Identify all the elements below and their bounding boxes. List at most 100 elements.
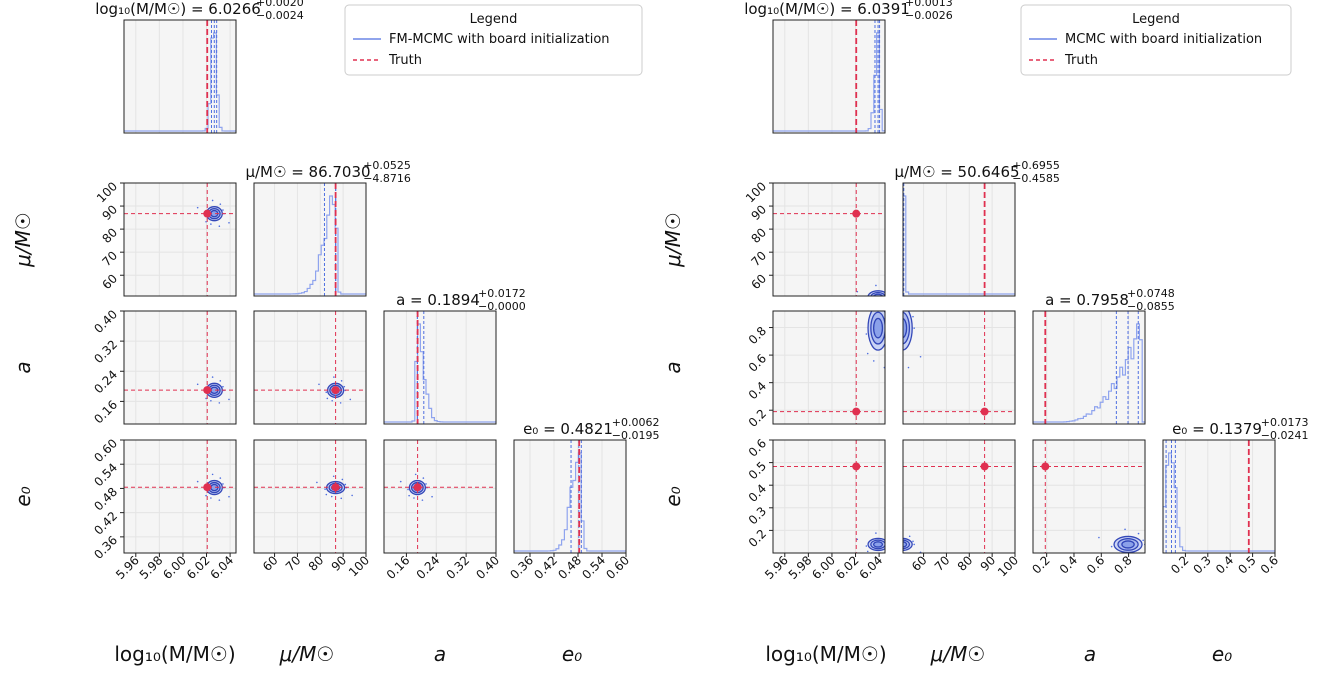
axes-background <box>903 311 1015 424</box>
truth-marker <box>331 386 340 395</box>
subplot-e0-vs-a: 0.16 0.24 0.32 0.40 <box>383 439 502 582</box>
sample-point <box>891 551 893 553</box>
x-axis-label-mu: μ/M☉ <box>279 642 335 666</box>
x-tick-label: 0.4 <box>1057 553 1080 576</box>
sample-point <box>889 296 891 298</box>
y-tick-label: 0.4 <box>746 379 769 402</box>
density-contour <box>903 541 908 548</box>
sample-point <box>891 353 893 355</box>
legend-label: Truth <box>1064 53 1098 68</box>
x-tick-label: 0.16 <box>384 553 413 582</box>
sample-point <box>431 495 433 498</box>
sample-point <box>856 290 859 293</box>
truth-marker <box>852 209 861 218</box>
axes-frame <box>513 439 627 554</box>
y-tick-label: 0.32 <box>91 337 120 366</box>
title-plus: +0.6955 <box>1012 159 1060 172</box>
histogram-log10_M <box>773 32 885 132</box>
sample-point <box>908 535 911 538</box>
axes-background <box>1033 440 1145 553</box>
x-tick-label: 5.98 <box>786 553 815 582</box>
x-axis-label-a: a <box>1084 642 1096 666</box>
axes-background <box>124 183 236 296</box>
sample-point <box>228 495 230 498</box>
sample-point <box>324 488 326 490</box>
x-tick-label: 5.96 <box>113 553 142 582</box>
sample-point <box>196 480 199 483</box>
x-tick-label: 100 <box>346 553 372 579</box>
sample-point <box>866 550 869 553</box>
y-tick-label: 90 <box>748 202 769 223</box>
legend-label: MCMC with board initialization <box>1065 32 1262 47</box>
sample-point <box>888 316 890 318</box>
truth-marker <box>980 407 989 416</box>
x-tick-label: 80 <box>955 553 976 574</box>
sample-point <box>211 199 214 202</box>
sample-point <box>899 286 901 288</box>
title-plus: +0.0173 <box>1261 416 1309 429</box>
sample-point <box>340 380 343 382</box>
sample-point <box>875 532 877 534</box>
sample-point <box>912 315 914 318</box>
sample-point <box>228 221 230 224</box>
y-tick-label: 0.36 <box>91 533 120 562</box>
sample-point <box>873 305 875 307</box>
axes-frame <box>902 310 1016 425</box>
title-value: a = 0.7958 <box>1045 291 1129 309</box>
x-tick-label: 60 <box>260 553 281 574</box>
x-tick-label: 0.2 <box>1168 553 1191 576</box>
sample-point <box>332 475 335 478</box>
x-tick-label: 6.00 <box>160 553 189 582</box>
legend: Legend MCMC with board initialization Trut… <box>1020 4 1292 76</box>
sample-point <box>205 220 207 223</box>
title-minus: −0.4585 <box>1012 172 1060 185</box>
y-tick-label: 0.2 <box>746 406 769 429</box>
legend-box <box>1020 4 1292 76</box>
density-contour <box>903 317 908 339</box>
x-axis-label-e0: e₀ <box>562 642 582 666</box>
axes-frame <box>123 439 237 554</box>
x-axis-label-log10_M: log₁₀(M/M☉) <box>765 642 886 666</box>
axes-background <box>124 311 236 424</box>
y-axis-label-a: a <box>11 361 35 373</box>
axes-background <box>254 183 366 296</box>
subplot-a-vs-mu <box>253 310 367 425</box>
title-plus: +0.0172 <box>478 287 526 300</box>
axes-background <box>384 440 496 553</box>
sample-point <box>856 538 859 541</box>
truth-marker <box>203 386 212 395</box>
sample-point <box>889 327 891 329</box>
sample-point <box>425 483 427 485</box>
truth-marker <box>1041 462 1050 471</box>
density-contour <box>872 317 884 339</box>
x-tick-label: 0.8 <box>1111 553 1134 576</box>
title-minus: −4.8716 <box>363 172 411 185</box>
legend-title: Legend <box>470 12 518 27</box>
sample-point <box>1153 554 1155 556</box>
sample-point <box>218 225 221 228</box>
y-tick-label: 0.54 <box>91 460 120 489</box>
subplot-e0-vs-log10_M: 5.965.986.006.026.04 0.360.420.480.540.60 <box>91 436 237 582</box>
x-tick-label: 70 <box>283 553 304 574</box>
subplot-mu-vs-mu <box>902 182 1016 297</box>
sample-point <box>867 303 869 305</box>
histogram-e0 <box>514 452 626 552</box>
title-value: a = 0.1894 <box>396 291 480 309</box>
sample-point <box>1098 536 1100 539</box>
subplot-a-vs-a <box>1032 310 1146 425</box>
x-tick-label: 6.00 <box>809 553 838 582</box>
sample-point <box>888 541 890 543</box>
axes-background <box>773 183 885 296</box>
axes-background <box>1033 311 1145 424</box>
y-tick-label: 80 <box>748 225 769 246</box>
sample-point <box>330 495 333 498</box>
y-tick-label: 80 <box>99 225 120 246</box>
x-tick-label: 0.60 <box>603 553 632 582</box>
x-tick-label: 0.4 <box>1213 553 1236 576</box>
sample-point <box>210 497 212 499</box>
y-tick-label: 0.6 <box>746 351 769 374</box>
sample-point <box>1124 528 1126 531</box>
